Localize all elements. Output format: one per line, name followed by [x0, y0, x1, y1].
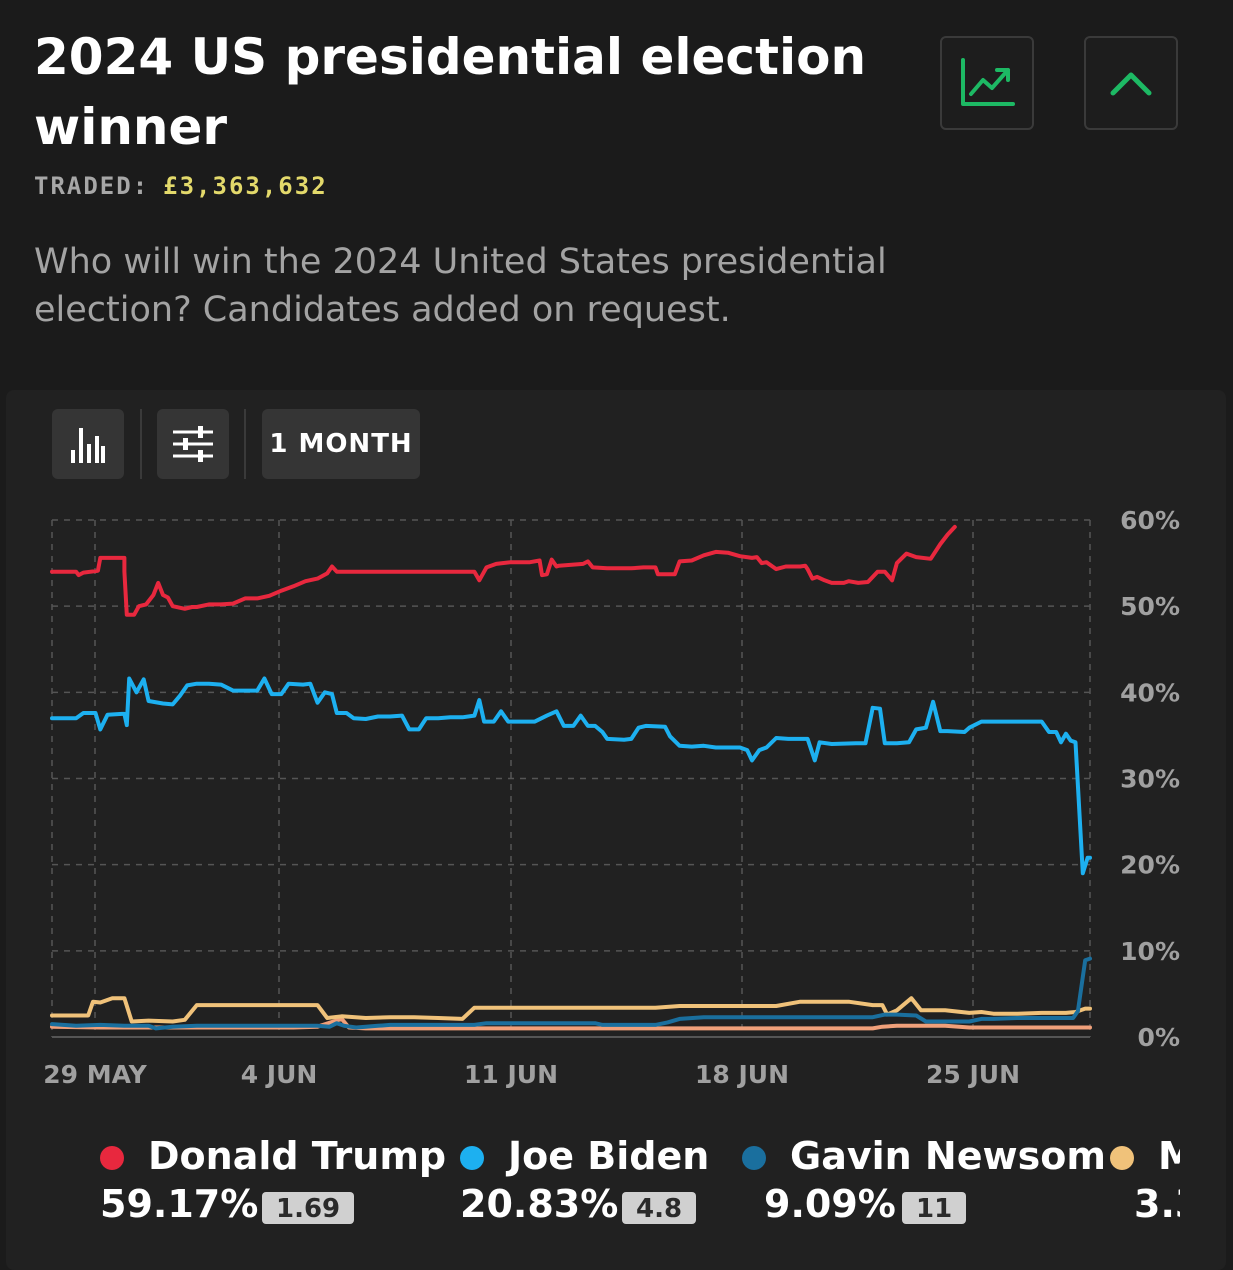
- y-tick-label: 0%: [1138, 1023, 1180, 1052]
- legend-name: Donald Trump: [148, 1134, 447, 1178]
- legend-percent: 9.09%: [764, 1182, 896, 1226]
- legend-dot: [742, 1146, 766, 1170]
- y-tick-label: 30%: [1120, 765, 1180, 794]
- odds-badge: 11: [902, 1192, 967, 1224]
- legend-name: M: [1158, 1134, 1180, 1178]
- legend-percent: 3.3: [1134, 1182, 1180, 1226]
- x-tick-label: 4 JUN: [241, 1060, 318, 1089]
- chart-panel: [6, 390, 1226, 1270]
- series-line: [50, 956, 1092, 1031]
- legend-dot: [100, 1146, 124, 1170]
- legend-name: Joe Biden: [508, 1134, 710, 1178]
- x-tick-label: 25 JUN: [926, 1060, 1020, 1089]
- toolbar-separator: [244, 409, 246, 479]
- odds-badge: 4.8: [622, 1192, 697, 1224]
- legend-item-biden[interactable]: Joe Biden 20.83% 4.8: [460, 1134, 720, 1244]
- line-chart-icon: [961, 58, 1015, 106]
- chevron-up-icon: [1110, 72, 1152, 96]
- price-chart: 60% 50% 40% 30% 20% 10% 0% 29 MAY 4 JUN 11 JUN 18 …: [43, 506, 1180, 1089]
- series-line: [50, 676, 1092, 876]
- legend-dot: [1110, 1146, 1134, 1170]
- bar-chart-icon: [71, 428, 105, 463]
- legend-percent: 20.83%: [460, 1182, 619, 1226]
- traded-info: TRADED: £3,363,632: [34, 172, 328, 200]
- x-tick-label: 18 JUN: [695, 1060, 789, 1089]
- odds-badge: 1.69: [262, 1192, 355, 1224]
- legend-item-newsom[interactable]: Gavin Newsom 9.09% 11: [742, 1134, 1106, 1244]
- sliders-icon: [173, 426, 213, 462]
- market-description: Who will win the 2024 United States pres…: [34, 242, 887, 330]
- y-tick-label: 50%: [1120, 592, 1180, 621]
- range-1-month-button[interactable]: 1 MONTH: [262, 409, 420, 479]
- chart-toggle-button[interactable]: [940, 36, 1034, 130]
- toolbar-separator: [140, 409, 142, 479]
- traded-value: £3,363,632: [163, 172, 328, 200]
- bar-chart-button[interactable]: [52, 409, 124, 479]
- legend-item-trump[interactable]: Donald Trump 59.17% 1.69: [100, 1134, 446, 1244]
- y-tick-label: 20%: [1120, 851, 1180, 880]
- legend-name: Gavin Newsom: [790, 1134, 1106, 1178]
- market-title: 2024 US presidential election winner: [34, 28, 867, 156]
- filter-button[interactable]: [157, 409, 229, 479]
- x-tick-label: 29 MAY: [43, 1060, 147, 1089]
- range-label: 1 MONTH: [269, 429, 413, 459]
- collapse-button[interactable]: [1084, 36, 1178, 130]
- legend-item-fourth[interactable]: M 3.3: [1110, 1134, 1180, 1244]
- y-tick-label: 60%: [1120, 506, 1180, 535]
- y-tick-label: 40%: [1120, 678, 1180, 707]
- x-tick-label: 11 JUN: [464, 1060, 558, 1089]
- series-line: [50, 524, 957, 617]
- series-line: [50, 996, 1092, 1024]
- legend-percent: 59.17%: [100, 1182, 259, 1226]
- traded-label: TRADED:: [34, 172, 150, 200]
- legend-dot: [460, 1146, 484, 1170]
- y-tick-label: 10%: [1120, 937, 1180, 966]
